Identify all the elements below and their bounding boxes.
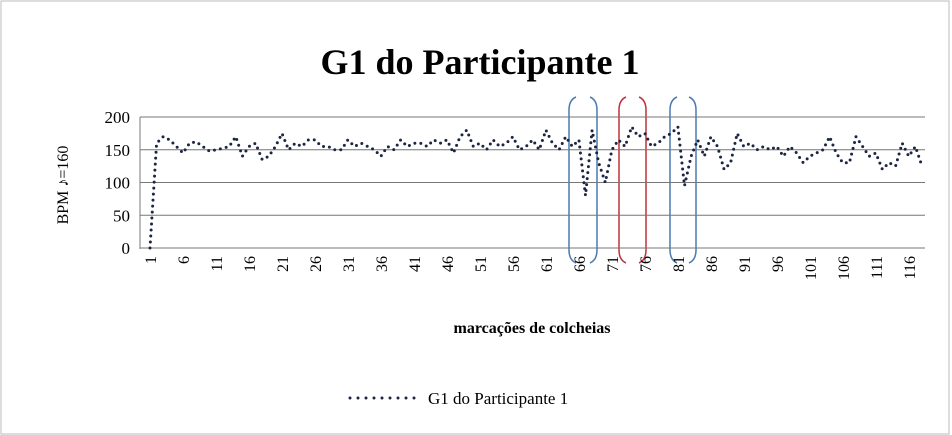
x-tick-label: 106 xyxy=(836,256,853,280)
x-tick-label: 21 xyxy=(275,256,292,272)
bracket xyxy=(618,96,627,264)
bracket xyxy=(589,96,598,264)
x-tick-label: 86 xyxy=(704,256,721,272)
y-tick-label: 150 xyxy=(105,141,131,160)
x-tick-label: 81 xyxy=(671,256,688,272)
annotation-brackets xyxy=(568,96,697,264)
x-tick-label: 41 xyxy=(407,256,424,272)
x-tick-label: 51 xyxy=(473,256,490,272)
x-tick-label: 36 xyxy=(374,256,391,272)
x-tick-label: 16 xyxy=(242,256,259,272)
x-tick-label: 1 xyxy=(143,256,160,264)
bracket xyxy=(669,96,678,264)
y-tick-label: 0 xyxy=(122,239,131,258)
x-tick-label: 66 xyxy=(572,256,589,272)
x-tick-label: 101 xyxy=(803,256,820,280)
x-tick-label: 116 xyxy=(902,256,919,279)
y-tick-label: 200 xyxy=(105,108,131,127)
x-tick-label: 96 xyxy=(770,256,787,272)
x-axis-label: marcações de colcheias xyxy=(454,320,611,337)
x-tick-label: 11 xyxy=(209,256,226,271)
x-tick-label: 71 xyxy=(605,256,622,272)
legend-label: G1 do Participante 1 xyxy=(428,389,568,408)
x-tick-label: 26 xyxy=(308,256,325,272)
chart-title: G1 do Participante 1 xyxy=(321,42,640,82)
x-tick-label: 56 xyxy=(506,256,523,272)
x-tick-label: 46 xyxy=(440,256,457,272)
bracket xyxy=(688,96,697,264)
x-tick-label: 91 xyxy=(737,256,754,272)
y-tick-label: 100 xyxy=(105,174,131,193)
bracket xyxy=(568,96,577,264)
x-tick-label: 31 xyxy=(341,256,358,272)
bracket xyxy=(638,96,647,264)
x-tick-label: 6 xyxy=(176,256,193,264)
x-tick-label: 111 xyxy=(869,256,886,279)
x-tick-label: 76 xyxy=(638,256,655,272)
x-tick-label: 61 xyxy=(539,256,556,272)
y-tick-label: 50 xyxy=(113,206,130,225)
y-axis-label: BPM ♪=160 xyxy=(55,146,72,225)
